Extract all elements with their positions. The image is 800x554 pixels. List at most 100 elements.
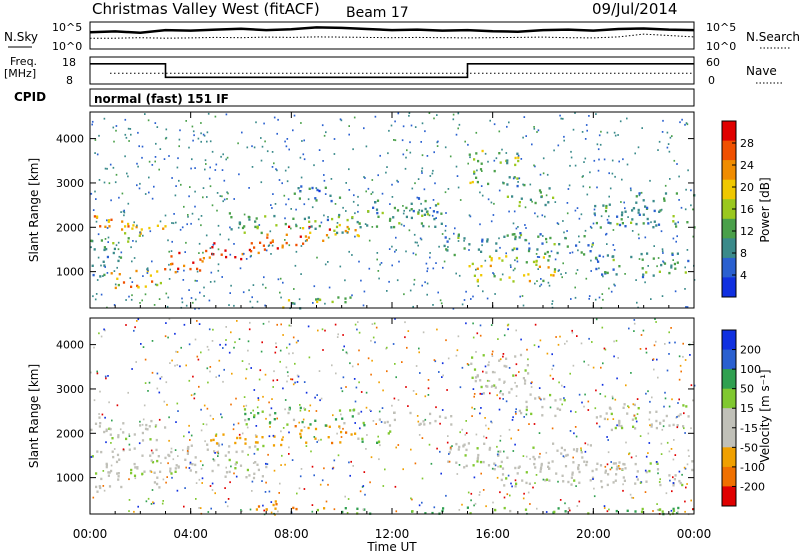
scatter-point xyxy=(506,125,508,128)
scatter-point xyxy=(210,507,212,510)
scatter-point xyxy=(522,497,525,500)
scatter-point xyxy=(686,123,689,126)
scatter-point xyxy=(527,491,530,494)
scatter-point xyxy=(252,284,255,286)
data-cell xyxy=(105,247,108,251)
data-cell xyxy=(471,262,474,266)
data-cell xyxy=(316,300,319,304)
data-cell xyxy=(217,442,220,445)
data-cell xyxy=(294,425,297,428)
data-cell xyxy=(254,441,258,444)
scatter-point xyxy=(635,455,637,457)
scatter-point xyxy=(616,377,618,380)
scatter-point xyxy=(549,406,552,409)
scatter-point xyxy=(587,400,590,403)
data-cell xyxy=(660,263,663,267)
data-cell xyxy=(96,215,99,218)
data-cell xyxy=(500,478,503,482)
scatter-point xyxy=(138,187,141,190)
data-cell xyxy=(479,460,483,464)
data-cell xyxy=(293,302,296,305)
scatter-point xyxy=(288,408,290,410)
scatter-point xyxy=(178,179,180,182)
scatter-point xyxy=(129,277,132,279)
data-cell xyxy=(127,222,130,226)
scatter-point xyxy=(158,418,161,421)
scatter-point xyxy=(440,302,443,305)
data-cell xyxy=(652,226,655,229)
scatter-point xyxy=(458,464,461,466)
scatter-point xyxy=(645,351,648,354)
data-cell xyxy=(103,273,106,277)
x-tick-label: 08:00 xyxy=(274,527,309,541)
colorbar-tick-label: -100 xyxy=(740,461,765,474)
data-cell xyxy=(377,215,380,218)
scatter-point xyxy=(190,222,192,225)
data-cell xyxy=(322,239,325,242)
scatter-point xyxy=(217,269,220,272)
scatter-point xyxy=(407,405,409,407)
scatter-point xyxy=(551,427,554,430)
scatter-point xyxy=(203,404,206,407)
data-cell xyxy=(250,250,253,253)
data-cell xyxy=(93,248,96,251)
scatter-point xyxy=(190,434,193,437)
data-cell xyxy=(558,243,561,246)
scatter-point xyxy=(530,386,533,388)
scatter-point xyxy=(442,374,444,377)
data-cell xyxy=(630,221,633,224)
scatter-point xyxy=(320,221,323,224)
time-xlabel: Time UT xyxy=(366,540,417,554)
scatter-point xyxy=(670,327,672,329)
scatter-point xyxy=(627,216,629,218)
data-band xyxy=(367,197,443,216)
data-cell xyxy=(676,512,679,515)
scatter-point xyxy=(191,212,194,215)
data-cell xyxy=(528,482,531,485)
scatter-point xyxy=(485,424,487,427)
data-cell xyxy=(615,468,618,471)
scatter-point xyxy=(219,343,221,346)
data-cell xyxy=(255,435,258,438)
data-cell xyxy=(617,467,620,470)
scatter-point xyxy=(209,370,211,373)
scatter-point xyxy=(608,287,610,290)
data-cell xyxy=(506,159,509,162)
data-cell xyxy=(517,159,520,163)
scatter-point xyxy=(277,510,279,513)
scatter-point xyxy=(433,506,436,509)
scatter-point xyxy=(588,115,590,117)
scatter-point xyxy=(165,292,168,295)
data-band xyxy=(110,269,162,290)
scatter-point xyxy=(282,387,284,390)
scatter-point xyxy=(606,243,608,245)
data-cell xyxy=(356,507,359,510)
scatter-point xyxy=(491,350,494,353)
scatter-point xyxy=(413,233,416,236)
scatter-point xyxy=(124,133,127,136)
data-cell xyxy=(508,176,511,179)
scatter-point xyxy=(484,417,486,419)
scatter-point xyxy=(537,345,540,348)
data-cell xyxy=(141,431,144,435)
data-cell xyxy=(618,461,621,464)
scatter-point xyxy=(574,411,577,413)
power-ylabel: Slant Range [km] xyxy=(27,158,41,262)
scatter-point xyxy=(616,424,618,427)
scatter-point xyxy=(167,336,169,339)
scatter-point xyxy=(241,510,243,512)
data-cell xyxy=(622,476,625,479)
data-cell xyxy=(133,447,136,450)
scatter-point xyxy=(358,331,361,334)
scatter-point xyxy=(664,184,667,187)
scatter-point xyxy=(561,276,563,279)
data-cell xyxy=(672,220,675,223)
scatter-point xyxy=(242,291,245,294)
data-cell xyxy=(328,228,331,231)
data-cell xyxy=(580,451,583,454)
data-cell xyxy=(327,436,330,439)
scatter-point xyxy=(334,203,337,205)
scatter-point xyxy=(491,421,493,424)
scatter-point xyxy=(311,465,314,468)
data-cell xyxy=(187,447,190,450)
